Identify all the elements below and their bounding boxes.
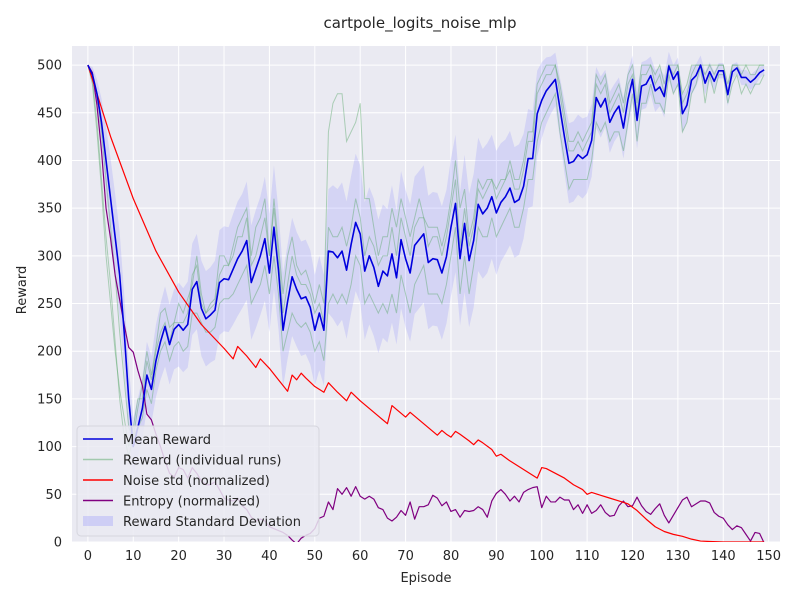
mean-reward-line (87, 64, 765, 448)
y-tick-label: 50 (45, 488, 62, 503)
y-axis-ticks: 0 50 100 150 200 250 300 350 400 450 500 (37, 59, 62, 551)
chart-title: cartpole_logits_noise_mlp (323, 14, 516, 33)
x-tick-label: 70 (397, 549, 414, 564)
y-tick-label: 350 (37, 202, 62, 217)
y-tick-label: 400 (37, 154, 62, 169)
legend-swatch (83, 516, 113, 526)
std-band-layer (87, 51, 765, 476)
y-tick-label: 150 (37, 392, 62, 407)
x-tick-label: 120 (620, 549, 645, 564)
y-axis-label: Reward (15, 266, 30, 314)
y-tick-label: 250 (37, 297, 62, 312)
run-line (87, 63, 765, 457)
legend-box (76, 425, 320, 537)
x-tick-label: 130 (665, 549, 690, 564)
x-tick-label: 20 (170, 549, 187, 564)
x-axis-ticks: 0 10 20 30 40 50 60 70 80 90 100 110 120 130 140 150 (84, 549, 781, 564)
legend-label: Reward Standard Deviation (123, 515, 301, 530)
legend-label: Reward (individual runs) (123, 454, 282, 469)
y-tick-label: 450 (37, 106, 62, 121)
noise-std-line (87, 64, 765, 542)
x-tick-label: 140 (711, 549, 736, 564)
y-tick-label: 200 (37, 345, 62, 360)
x-tick-label: 40 (261, 549, 278, 564)
run-line (87, 64, 765, 439)
run-line (87, 63, 765, 447)
y-tick-label: 300 (37, 249, 62, 264)
x-tick-label: 60 (352, 549, 369, 564)
x-tick-label: 0 (84, 549, 92, 564)
x-tick-label: 80 (443, 549, 460, 564)
legend-label: Noise std (normalized) (123, 474, 270, 489)
grid-lines (72, 46, 780, 543)
x-tick-label: 150 (756, 549, 781, 564)
legend: Mean Reward Reward (individual runs) Noise… (76, 425, 320, 537)
y-tick-label: 500 (37, 59, 62, 74)
x-tick-label: 100 (529, 549, 554, 564)
y-tick-label: 0 (54, 536, 62, 551)
y-tick-label: 100 (37, 440, 62, 455)
x-tick-label: 50 (307, 549, 324, 564)
std-band (87, 51, 765, 476)
x-axis-label: Episode (400, 571, 451, 586)
individual-runs-layer (87, 63, 765, 457)
legend-label: Entropy (normalized) (123, 495, 260, 510)
x-tick-label: 10 (125, 549, 142, 564)
x-tick-label: 90 (488, 549, 505, 564)
legend-label: Mean Reward (123, 433, 211, 448)
x-tick-label: 30 (216, 549, 233, 564)
x-tick-label: 110 (575, 549, 600, 564)
